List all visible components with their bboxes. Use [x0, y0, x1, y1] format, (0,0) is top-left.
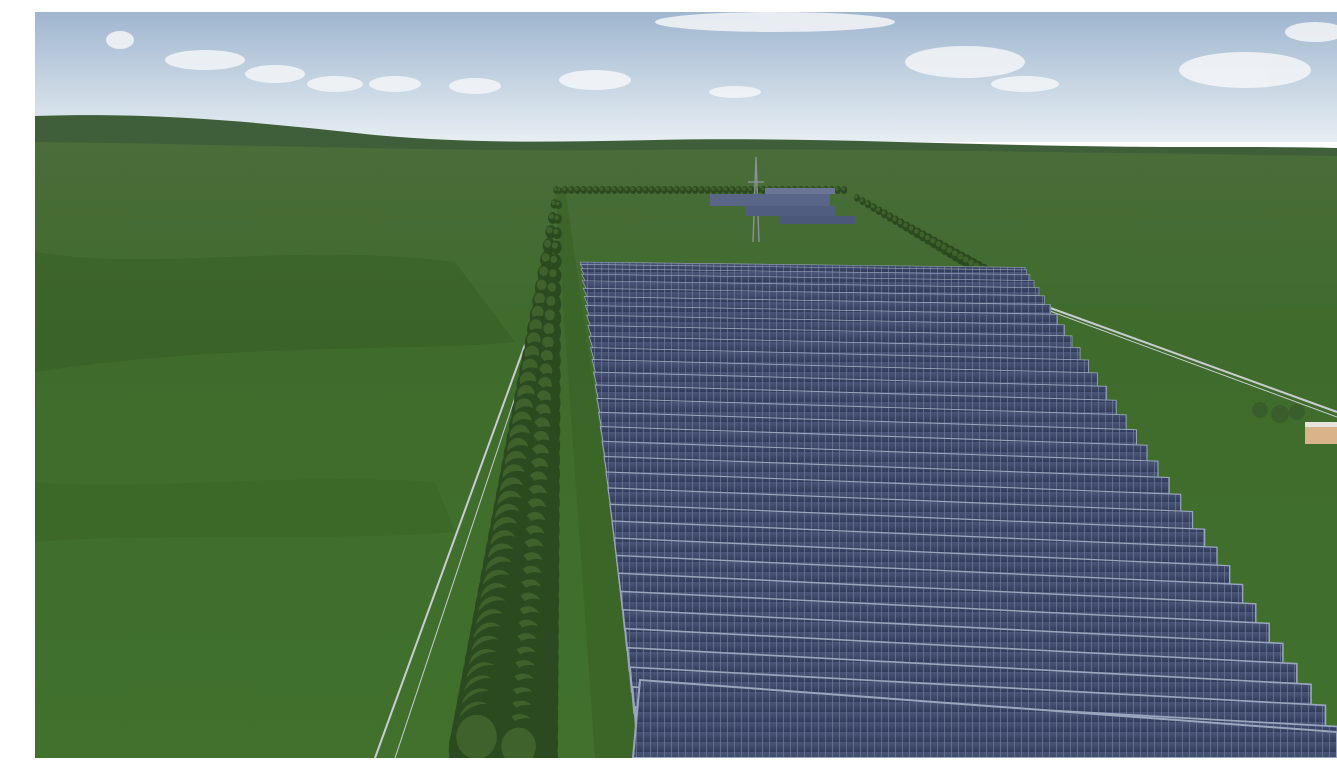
- tree: [834, 186, 841, 194]
- tree-row-left: [448, 186, 563, 758]
- tree: [636, 186, 643, 194]
- tree: [568, 186, 575, 194]
- tree: [723, 186, 730, 194]
- solar-farm-aerial-render: [35, 12, 1337, 758]
- tree: [556, 187, 563, 194]
- tree: [840, 186, 848, 194]
- clouds: [106, 12, 1337, 98]
- tree: [698, 186, 705, 194]
- tree: [555, 200, 562, 209]
- tree: [710, 186, 717, 194]
- trees-far-right: [1252, 402, 1305, 423]
- tree: [661, 186, 668, 194]
- tree: [729, 186, 736, 194]
- tree: [716, 186, 724, 194]
- tree: [642, 186, 649, 194]
- tree: [495, 718, 558, 758]
- tree: [553, 213, 562, 224]
- tree: [880, 209, 889, 219]
- tree: [547, 267, 562, 285]
- tree: [592, 186, 600, 194]
- tree: [741, 186, 748, 194]
- tree: [735, 186, 742, 194]
- tree: [864, 200, 872, 209]
- panel-row-near: [631, 678, 1337, 758]
- tree: [574, 186, 581, 194]
- tree: [552, 227, 562, 240]
- scene-canvas: [35, 12, 1337, 758]
- tree: [704, 186, 711, 194]
- tree: [580, 186, 587, 194]
- tree: [605, 186, 612, 194]
- tree: [648, 186, 655, 194]
- tree: [685, 186, 693, 194]
- tree: [667, 186, 674, 194]
- tree: [623, 186, 631, 194]
- tree: [654, 186, 662, 194]
- tree: [586, 186, 593, 194]
- tree: [599, 186, 606, 194]
- tree: [747, 186, 755, 194]
- tree: [630, 186, 637, 194]
- tree: [611, 186, 618, 194]
- tree: [854, 194, 860, 202]
- tree: [679, 186, 686, 194]
- tree: [875, 206, 883, 216]
- field-shading: [35, 252, 515, 542]
- tree: [859, 197, 866, 206]
- service-building: [1305, 422, 1337, 444]
- solar-panel-array: [579, 261, 1337, 758]
- tree: [561, 186, 569, 194]
- tree: [870, 203, 877, 212]
- tree: [673, 186, 680, 194]
- tree: [550, 240, 562, 255]
- distant-panel-blocks: [710, 188, 855, 224]
- tree: [549, 253, 562, 270]
- tree: [692, 186, 699, 194]
- tree: [617, 186, 624, 194]
